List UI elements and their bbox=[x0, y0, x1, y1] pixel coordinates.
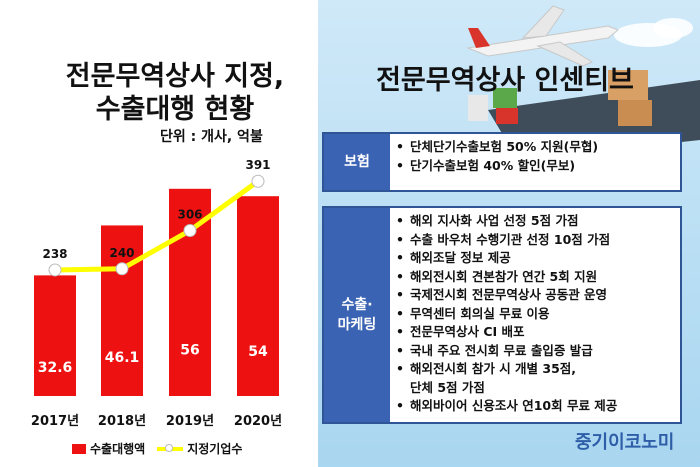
legend-line-label: 지정기업수 bbox=[187, 442, 243, 456]
x-tick-label: 2018년 bbox=[98, 414, 146, 429]
line-point bbox=[183, 224, 197, 238]
bar bbox=[237, 196, 279, 396]
bar bbox=[34, 275, 76, 396]
incentive-item: 단체단기수출보험 50% 지원(무협) bbox=[396, 138, 676, 157]
legend-bar-label: 수출대행액 bbox=[90, 442, 146, 456]
incentive-item: 해외 지사화 사업 선정 5점 가점 bbox=[396, 212, 676, 231]
x-tick-label: 2017년 bbox=[31, 414, 79, 429]
chart-legend: 수출대행액 지정기업수 bbox=[72, 440, 242, 457]
incentive-item: 해외전시회 참가 시 개별 35점, 단체 5점 가점 bbox=[396, 360, 676, 397]
combo-chart: 32.6 46.1 56 54 238 240 306 391 2017년 2018년 2019년 2… bbox=[31, 158, 282, 429]
line-value-label: 238 bbox=[42, 247, 67, 261]
line-value-label: 240 bbox=[109, 246, 134, 260]
incentive-title: 전문무역상사 인센티브 bbox=[376, 65, 634, 96]
bar bbox=[101, 225, 143, 396]
bar-value-label: 46.1 bbox=[105, 350, 140, 366]
unit-label: 단위 : 개사, 억불 bbox=[160, 129, 263, 145]
airplane-icon bbox=[466, 5, 619, 67]
line-point bbox=[115, 262, 129, 276]
incentive-item: 단기수출보험 40% 할인(무보) bbox=[396, 157, 676, 176]
bar-value-label: 32.6 bbox=[38, 360, 73, 376]
legend-line-swatch bbox=[157, 443, 184, 452]
incentive-item: 전문무역상사 CI 배포 bbox=[396, 323, 676, 342]
x-tick-label: 2019년 bbox=[166, 414, 214, 429]
incentive-list: 해외 지사화 사업 선정 5점 가점 수출 바우처 수행기관 선정 10점 가점… bbox=[396, 212, 676, 416]
incentive-list: 단체단기수출보험 50% 지원(무협) 단기수출보험 40% 할인(무보) bbox=[396, 138, 676, 175]
bar-value-label: 54 bbox=[248, 344, 268, 360]
line-value-label: 391 bbox=[245, 158, 270, 172]
series-line bbox=[54, 179, 260, 273]
chart-title-line2: 수출대행 현황 bbox=[95, 94, 255, 125]
chart-title-line1: 전문무역상사 지정, bbox=[65, 61, 285, 92]
incentive-item: 국제전시회 전문무역상사 공동관 운영 bbox=[396, 286, 676, 305]
incentive-item: 해외조달 정보 제공 bbox=[396, 249, 676, 268]
incentive-category: 보험 bbox=[324, 134, 390, 190]
chart-title: 전문무역상사 지정, 수출대행 현황 bbox=[20, 60, 330, 126]
line-point bbox=[48, 263, 62, 277]
incentive-item: 수출 바우처 수행기관 선정 10점 가점 bbox=[396, 231, 676, 250]
line-point bbox=[251, 174, 265, 188]
incentive-panel: 보험 단체단기수출보험 50% 지원(무협) 단기수출보험 40% 할인(무보)… bbox=[322, 130, 682, 430]
line-value-label: 306 bbox=[177, 208, 202, 222]
incentive-item: 해외전시회 견본참가 연간 5회 지원 bbox=[396, 268, 676, 287]
incentive-category: 수출· 마케팅 bbox=[324, 208, 390, 422]
logo: 중기이코노미 bbox=[575, 432, 675, 453]
incentive-item: 국내 주요 전시회 무료 출입증 발급 bbox=[396, 342, 676, 361]
incentive-item: 무역센터 회의실 무료 이용 bbox=[396, 305, 676, 324]
incentive-box-insurance: 보험 단체단기수출보험 50% 지원(무협) 단기수출보험 40% 할인(무보) bbox=[322, 132, 682, 192]
legend-bar-swatch bbox=[72, 443, 86, 454]
bar-value-label: 56 bbox=[180, 343, 199, 359]
incentive-box-marketing: 수출· 마케팅 해외 지사화 사업 선정 5점 가점 수출 바우처 수행기관 선… bbox=[322, 206, 682, 424]
x-tick-label: 2020년 bbox=[234, 414, 282, 429]
incentive-item: 해외바이어 신용조사 연10회 무료 제공 bbox=[396, 397, 676, 416]
